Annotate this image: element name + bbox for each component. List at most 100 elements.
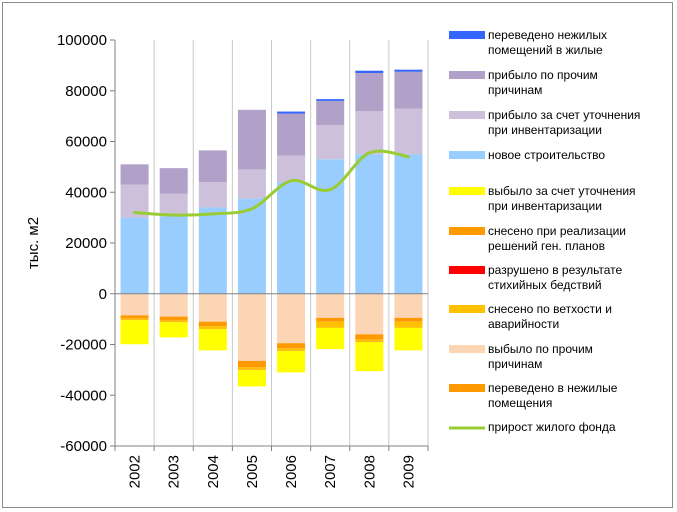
bar-segment: [277, 111, 306, 114]
legend-swatch: [449, 305, 485, 313]
y-tick-label: 100000: [57, 32, 107, 49]
bar-segment: [394, 317, 423, 322]
bar-segment: [355, 72, 384, 112]
x-tick-label: 2003: [166, 455, 183, 488]
bar-segment: [355, 334, 384, 340]
legend: переведено нежилых помещений в жилые прибы…: [449, 28, 640, 434]
legend-entry: выбыло за счет уточнения при инвентаризац…: [449, 184, 636, 213]
legend-entry: прирост жилого фонда: [449, 420, 616, 434]
bar-segment: [198, 328, 227, 351]
x-tick-label: 2009: [400, 455, 417, 488]
bar-segment: [159, 322, 188, 338]
legend-entry: переведено нежилых помещений в жилые: [449, 28, 607, 57]
bar-segment: [394, 321, 423, 327]
bar-segment: [394, 71, 423, 109]
bar-segment: [316, 159, 345, 294]
legend-swatch: [449, 227, 485, 235]
bar-segment: [159, 321, 188, 323]
bar-segment: [159, 316, 188, 321]
bar-segment: [355, 341, 384, 372]
growth-line: [133, 149, 410, 217]
grid-lines: [153, 40, 429, 446]
legend-swatch: [449, 31, 485, 39]
axes: [110, 39, 429, 451]
bar-segment: [316, 326, 345, 328]
y-tick-label: 0: [99, 286, 107, 303]
bar-segment: [237, 109, 266, 170]
legend-entry: выбыло по прочим причинам: [449, 342, 593, 371]
bar-segment: [394, 293, 423, 318]
legend-entry: снесено при реализации решений ген. плано…: [449, 224, 626, 253]
y-tick-label: 60000: [65, 134, 107, 151]
legend-swatch: [449, 71, 485, 79]
bar-segment: [198, 207, 227, 294]
bar-segment: [316, 125, 345, 160]
legend-swatch: [449, 111, 485, 119]
bar-segment: [316, 100, 345, 126]
growth-line-path: [133, 149, 410, 217]
bar-segment: [277, 350, 306, 351]
legend-entry: разрушено в результате стихийных бедствий: [449, 263, 623, 292]
bar-segment: [237, 369, 266, 370]
legend-entry: прибыло по прочим причинам: [449, 68, 598, 97]
bar-segment: [277, 155, 306, 183]
bar-segment: [355, 339, 384, 342]
bar-segment: [198, 326, 227, 329]
bar-segment: [394, 69, 423, 72]
bar-segment: [277, 350, 306, 373]
bar-segment: [355, 293, 384, 335]
bar-segment: [355, 154, 384, 294]
y-axis-label: тыс. м2: [25, 217, 42, 269]
legend-label: прибыло за счет уточнения при инвентариза…: [488, 108, 640, 137]
bar-segment: [198, 293, 227, 322]
bar-segment: [237, 369, 266, 387]
bar-segment: [316, 327, 345, 350]
legend-entry: снесено по ветхости и аварийности: [449, 302, 612, 331]
bar-segment: [394, 154, 423, 294]
y-tick-labels: 100000 80000 60000 40000 20000 0 -20000 -40000 -…: [57, 32, 107, 455]
legend-entry: переведено в нежилые помещения: [449, 381, 618, 410]
x-tick-label: 2008: [361, 455, 378, 488]
legend-label: разрушено в результате стихийных бедствий: [488, 263, 623, 292]
bar-segment: [316, 99, 345, 101]
bar-segment: [277, 182, 306, 294]
bar-segment: [159, 193, 188, 217]
bar-segment: [237, 293, 266, 361]
legend-label: переведено нежилых помещений в жилые: [488, 28, 607, 57]
bar-segment: [277, 348, 306, 351]
bar-segment: [198, 328, 227, 329]
bar-segment: [237, 169, 266, 199]
bar-segment: [198, 182, 227, 208]
bar-segment: [355, 111, 384, 155]
legend-swatch: [449, 151, 485, 159]
bar-segment: [237, 367, 266, 370]
bar-segment: [120, 315, 149, 319]
legend-entry: прибыло за счет уточнения при инвентариза…: [449, 108, 640, 137]
bar-segment: [198, 150, 227, 183]
bar-segment: [159, 168, 188, 194]
x-tick-label: 2007: [322, 455, 339, 488]
bar-segment: [120, 217, 149, 294]
legend-swatch: [449, 187, 485, 195]
legend-swatch: [449, 266, 485, 274]
bar-segment: [120, 319, 149, 321]
legend-label: снесено по ветхости и аварийности: [488, 302, 612, 331]
legend-label: снесено при реализации решений ген. плано…: [488, 224, 626, 253]
legend-label: прибыло по прочим причинам: [488, 68, 598, 97]
y-tick-label: -60000: [60, 438, 107, 455]
bar-segment: [394, 108, 423, 155]
bar-segment: [277, 113, 306, 156]
bar-segment: [394, 327, 423, 351]
bar-segment: [120, 320, 149, 345]
legend-swatch: [449, 345, 485, 353]
bar-segment: [120, 293, 149, 316]
bar-segment: [355, 70, 384, 73]
bar-segment: [237, 198, 266, 294]
bar-segment: [237, 360, 266, 368]
legend-entry: новое строительство: [449, 148, 605, 162]
bar-segment: [277, 343, 306, 349]
legend-label: выбыло за счет уточнения при инвентаризац…: [488, 184, 636, 213]
bar-segment: [316, 321, 345, 327]
bar-segment: [316, 293, 345, 318]
